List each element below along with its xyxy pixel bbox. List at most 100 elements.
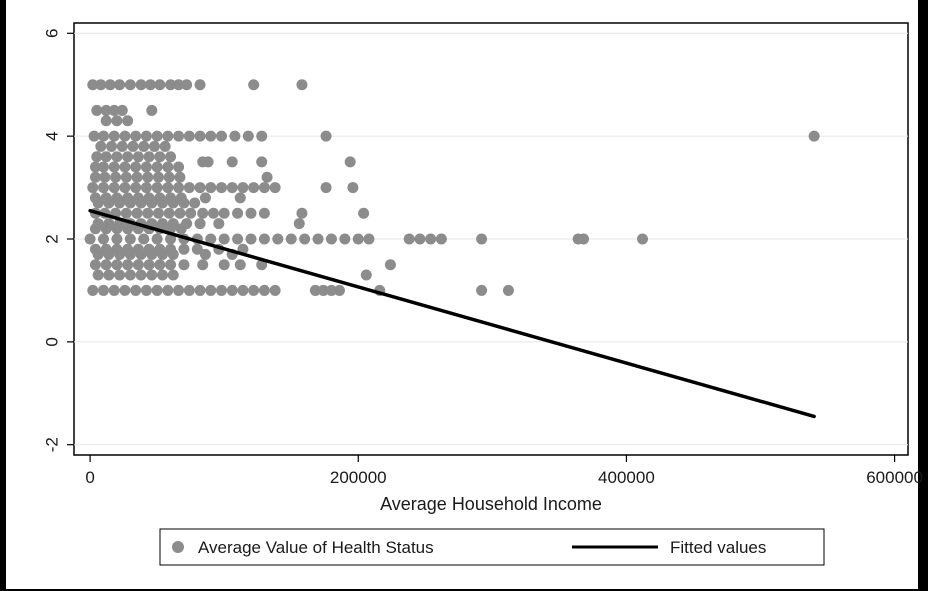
data-point xyxy=(189,197,201,209)
data-point xyxy=(140,284,152,296)
data-point xyxy=(213,218,225,230)
data-point xyxy=(194,182,206,194)
data-point xyxy=(167,197,179,209)
data-point xyxy=(248,79,260,91)
data-point xyxy=(92,248,104,260)
data-point xyxy=(154,259,166,271)
data-point xyxy=(218,207,230,219)
data-point xyxy=(119,130,131,142)
data-point xyxy=(199,192,211,204)
data-point xyxy=(132,259,144,271)
data-point xyxy=(167,269,179,281)
data-point xyxy=(256,130,268,142)
data-point xyxy=(185,207,197,219)
data-point xyxy=(154,79,166,91)
data-point xyxy=(89,161,101,173)
data-point xyxy=(218,259,230,271)
x-tick-label: 0 xyxy=(85,468,94,487)
data-point xyxy=(111,223,123,235)
data-point xyxy=(135,79,147,91)
data-point xyxy=(88,130,100,142)
data-point xyxy=(333,284,345,296)
data-point xyxy=(174,207,186,219)
data-point xyxy=(154,151,166,163)
data-point xyxy=(159,140,171,152)
data-point xyxy=(299,233,311,245)
data-point xyxy=(256,156,268,168)
data-point xyxy=(114,248,126,260)
data-point xyxy=(119,161,131,173)
data-point xyxy=(111,259,123,271)
data-point xyxy=(232,207,244,219)
x-axis: 0 200000 400000 600000 xyxy=(85,455,923,487)
data-point xyxy=(205,130,217,142)
data-point xyxy=(146,248,158,260)
data-point xyxy=(269,182,281,194)
legend: Average Value of Health Status Fitted va… xyxy=(159,528,825,566)
data-point xyxy=(116,104,128,116)
data-point xyxy=(92,269,104,281)
data-point xyxy=(248,284,260,296)
data-point xyxy=(178,259,190,271)
data-point xyxy=(309,284,321,296)
data-point xyxy=(344,156,356,168)
data-point xyxy=(384,259,396,271)
data-point xyxy=(100,151,112,163)
data-point xyxy=(183,182,195,194)
scatter-points xyxy=(84,79,820,296)
data-point xyxy=(175,223,187,235)
data-point xyxy=(124,269,136,281)
data-point xyxy=(119,284,131,296)
data-point xyxy=(578,233,590,245)
data-point xyxy=(104,79,116,91)
data-point xyxy=(312,233,324,245)
data-point xyxy=(245,233,257,245)
data-point xyxy=(162,182,174,194)
data-point xyxy=(320,130,332,142)
data-point xyxy=(181,79,193,91)
data-point xyxy=(183,284,195,296)
data-point xyxy=(173,130,185,142)
data-point xyxy=(358,207,370,219)
legend-marker-health-status xyxy=(172,541,184,553)
data-point xyxy=(89,223,101,235)
data-point xyxy=(269,284,281,296)
data-point xyxy=(97,161,109,173)
data-point xyxy=(194,130,206,142)
data-point xyxy=(156,269,168,281)
data-point xyxy=(108,104,120,116)
data-point xyxy=(151,130,163,142)
data-point xyxy=(103,197,115,209)
data-point xyxy=(156,248,168,260)
data-point xyxy=(135,197,147,209)
data-point xyxy=(476,284,488,296)
data-point xyxy=(325,233,337,245)
data-point xyxy=(111,233,123,245)
data-point xyxy=(339,233,351,245)
y-tick-label: 6 xyxy=(43,29,62,38)
data-point xyxy=(97,130,109,142)
data-point xyxy=(131,207,143,219)
data-point xyxy=(95,79,107,91)
data-point xyxy=(97,182,109,194)
data-point xyxy=(130,130,142,142)
data-point xyxy=(226,182,238,194)
x-tick-label: 200000 xyxy=(330,468,387,487)
gridlines xyxy=(74,32,908,446)
data-point xyxy=(116,140,128,152)
data-point xyxy=(215,182,227,194)
data-point xyxy=(130,284,142,296)
data-point xyxy=(91,104,103,116)
data-point xyxy=(120,171,132,183)
legend-label-health-status: Average Value of Health Status xyxy=(198,538,434,557)
data-point xyxy=(194,284,206,296)
fitted-line xyxy=(88,208,816,419)
data-point xyxy=(237,284,249,296)
data-point xyxy=(205,233,217,245)
data-point xyxy=(191,243,203,255)
data-point xyxy=(122,223,134,235)
data-point xyxy=(131,171,143,183)
data-point xyxy=(403,233,415,245)
data-point xyxy=(360,269,372,281)
